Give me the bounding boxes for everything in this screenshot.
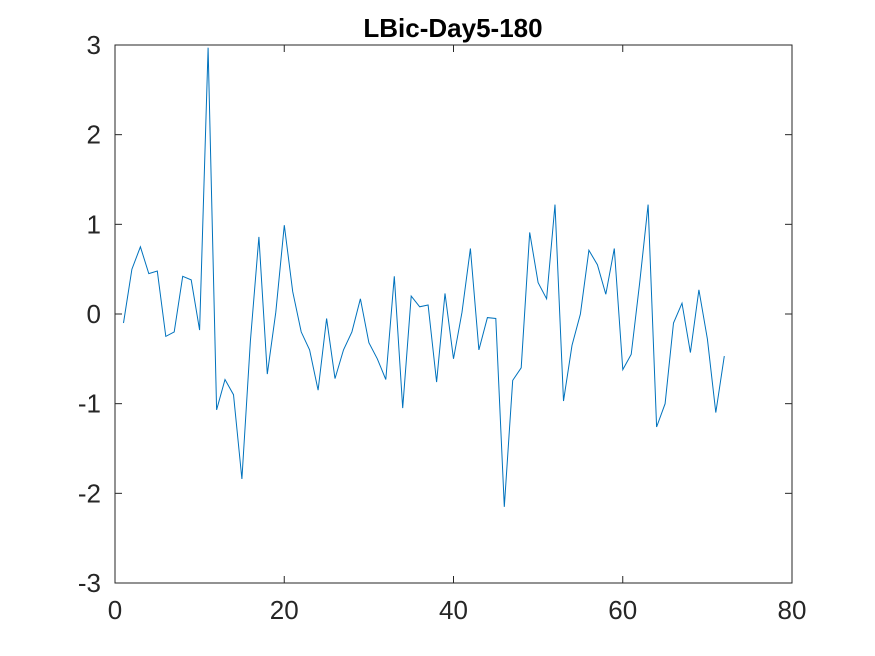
y-tick-label: 0	[87, 299, 101, 329]
x-tick-label: 60	[608, 595, 637, 625]
data-series-line	[123, 47, 725, 507]
y-tick-labels: -3 -2 -1 0 1 2 3	[78, 30, 101, 598]
chart-title: LBic-Day5-180	[363, 13, 542, 43]
y-tick-label: -1	[78, 389, 101, 419]
x-tick-label: 80	[778, 595, 807, 625]
y-tick-label: 3	[87, 30, 101, 60]
y-tick-label: -3	[78, 568, 101, 598]
tick-marks	[114, 44, 793, 584]
y-tick-label: -2	[78, 478, 101, 508]
plot-area-box	[114, 44, 793, 584]
x-tick-label: 40	[439, 595, 468, 625]
y-tick-label: 2	[87, 120, 101, 150]
y-tick-label: 1	[87, 209, 101, 239]
x-tick-labels: 0 20 40 60 80	[108, 595, 807, 625]
x-tick-label: 20	[270, 595, 299, 625]
x-tick-label: 0	[108, 595, 122, 625]
